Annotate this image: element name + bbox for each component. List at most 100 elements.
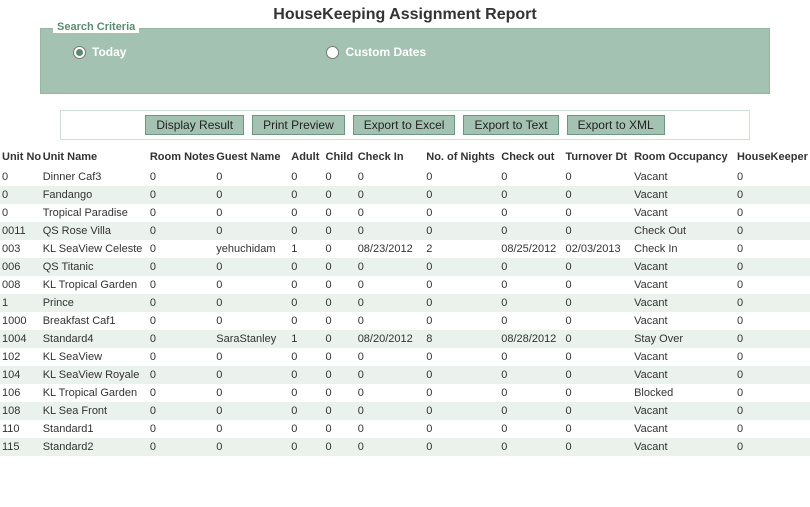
table-cell: 0 bbox=[735, 438, 810, 456]
table-cell: 0 bbox=[356, 294, 425, 312]
table-row[interactable]: 106KL Tropical Garden00000000Blocked0 bbox=[0, 384, 810, 402]
table-cell: 0 bbox=[324, 384, 356, 402]
table-cell: 0 bbox=[564, 402, 633, 420]
col-child[interactable]: Child bbox=[324, 148, 356, 167]
col-nights[interactable]: No. of Nights bbox=[424, 148, 499, 167]
table-cell: 0 bbox=[735, 258, 810, 276]
table-cell: 0 bbox=[499, 312, 563, 330]
table-row[interactable]: 1000Breakfast Caf100000000Vacant0 bbox=[0, 312, 810, 330]
table-cell: 008 bbox=[0, 276, 41, 294]
col-unit-no[interactable]: Unit No bbox=[0, 148, 41, 167]
table-cell: 0 bbox=[735, 330, 810, 348]
table-cell: 0 bbox=[564, 204, 633, 222]
col-check-in[interactable]: Check In bbox=[356, 148, 425, 167]
table-cell: 08/25/2012 bbox=[499, 240, 563, 258]
table-cell: 0 bbox=[148, 167, 214, 186]
table-cell: Tropical Paradise bbox=[41, 204, 148, 222]
table-cell: Vacant bbox=[632, 294, 735, 312]
table-cell: 0 bbox=[0, 204, 41, 222]
table-cell: 0 bbox=[424, 366, 499, 384]
table-row[interactable]: 104KL SeaView Royale00000000Vacant0 bbox=[0, 366, 810, 384]
table-row[interactable]: 008KL Tropical Garden00000000Vacant0 bbox=[0, 276, 810, 294]
table-cell: Vacant bbox=[632, 312, 735, 330]
col-room-notes[interactable]: Room Notes bbox=[148, 148, 214, 167]
table-row[interactable]: 0011QS Rose Villa00000000Check Out0 bbox=[0, 222, 810, 240]
table-row[interactable]: 110Standard100000000Vacant0 bbox=[0, 420, 810, 438]
export-excel-button[interactable]: Export to Excel bbox=[353, 115, 456, 135]
table-cell: 08/20/2012 bbox=[356, 330, 425, 348]
table-cell: 0 bbox=[324, 204, 356, 222]
table-cell: 1004 bbox=[0, 330, 41, 348]
table-cell: 006 bbox=[0, 258, 41, 276]
display-result-button[interactable]: Display Result bbox=[145, 115, 244, 135]
table-cell: 0 bbox=[735, 240, 810, 258]
table-cell: Check Out bbox=[632, 222, 735, 240]
table-cell: 0 bbox=[148, 240, 214, 258]
table-row[interactable]: 1004Standard40SaraStanley1008/20/2012808… bbox=[0, 330, 810, 348]
table-cell: 0 bbox=[735, 222, 810, 240]
table-cell: 0 bbox=[499, 167, 563, 186]
table-cell: 0 bbox=[289, 438, 323, 456]
table-row[interactable]: 108KL Sea Front00000000Vacant0 bbox=[0, 402, 810, 420]
table-cell: Check In bbox=[632, 240, 735, 258]
radio-custom-dates-label: Custom Dates bbox=[345, 45, 426, 59]
table-cell: Vacant bbox=[632, 167, 735, 186]
table-cell: 1 bbox=[289, 330, 323, 348]
table-cell: Vacant bbox=[632, 438, 735, 456]
table-row[interactable]: 115Standard200000000Vacant0 bbox=[0, 438, 810, 456]
col-occupancy[interactable]: Room Occupancy bbox=[632, 148, 735, 167]
print-preview-button[interactable]: Print Preview bbox=[252, 115, 345, 135]
table-row[interactable]: 003KL SeaView Celeste0yehuchidam1008/23/… bbox=[0, 240, 810, 258]
table-row[interactable]: 006QS Titanic00000000Vacant0 bbox=[0, 258, 810, 276]
table-row[interactable]: 0Tropical Paradise00000000Vacant0 bbox=[0, 204, 810, 222]
table-cell: 0 bbox=[424, 420, 499, 438]
table-cell: 0 bbox=[424, 438, 499, 456]
export-text-button[interactable]: Export to Text bbox=[463, 115, 558, 135]
table-cell: 0 bbox=[148, 402, 214, 420]
table-row[interactable]: 1Prince00000000Vacant0 bbox=[0, 294, 810, 312]
table-cell: 0 bbox=[424, 348, 499, 366]
table-cell: 0 bbox=[735, 366, 810, 384]
table-cell: 0 bbox=[214, 222, 289, 240]
table-cell: 0 bbox=[289, 384, 323, 402]
table-cell: 0 bbox=[564, 384, 633, 402]
col-adult[interactable]: Adult bbox=[289, 148, 323, 167]
table-row[interactable]: 102KL SeaView00000000Vacant0 bbox=[0, 348, 810, 366]
date-radio-group: Today Custom Dates bbox=[53, 45, 757, 59]
col-housekeeper[interactable]: HouseKeeper bbox=[735, 148, 810, 167]
table-cell: 0 bbox=[564, 312, 633, 330]
table-cell: 0 bbox=[214, 204, 289, 222]
radio-today-label: Today bbox=[92, 45, 126, 59]
radio-custom-dates[interactable]: Custom Dates bbox=[326, 45, 426, 59]
table-cell: 0 bbox=[356, 384, 425, 402]
col-unit-name[interactable]: Unit Name bbox=[41, 148, 148, 167]
table-cell: 0 bbox=[148, 312, 214, 330]
table-cell: 0 bbox=[289, 258, 323, 276]
table-cell: 0 bbox=[324, 402, 356, 420]
table-cell: 0 bbox=[148, 186, 214, 204]
table-cell: 0 bbox=[289, 366, 323, 384]
table-cell: 0 bbox=[735, 312, 810, 330]
table-cell: 110 bbox=[0, 420, 41, 438]
table-cell: 0 bbox=[499, 438, 563, 456]
assignment-table: Unit No Unit Name Room Notes Guest Name … bbox=[0, 148, 810, 456]
table-cell: 0 bbox=[499, 420, 563, 438]
col-turnover[interactable]: Turnover Dt bbox=[564, 148, 633, 167]
table-row[interactable]: 0Fandango00000000Vacant0 bbox=[0, 186, 810, 204]
table-cell: 0 bbox=[289, 420, 323, 438]
col-check-out[interactable]: Check out bbox=[499, 148, 563, 167]
table-cell: Prince bbox=[41, 294, 148, 312]
table-cell: 0 bbox=[214, 294, 289, 312]
radio-today[interactable]: Today bbox=[73, 45, 126, 59]
table-cell: KL Tropical Garden bbox=[41, 276, 148, 294]
table-cell: 8 bbox=[424, 330, 499, 348]
export-xml-button[interactable]: Export to XML bbox=[567, 115, 665, 135]
table-cell: 0 bbox=[214, 276, 289, 294]
table-cell: KL Tropical Garden bbox=[41, 384, 148, 402]
table-row[interactable]: 0Dinner Caf300000000Vacant0 bbox=[0, 167, 810, 186]
col-guest-name[interactable]: Guest Name bbox=[214, 148, 289, 167]
table-cell: 0 bbox=[214, 438, 289, 456]
table-cell: 0 bbox=[564, 294, 633, 312]
table-cell: 0 bbox=[289, 294, 323, 312]
table-cell: 0 bbox=[214, 402, 289, 420]
